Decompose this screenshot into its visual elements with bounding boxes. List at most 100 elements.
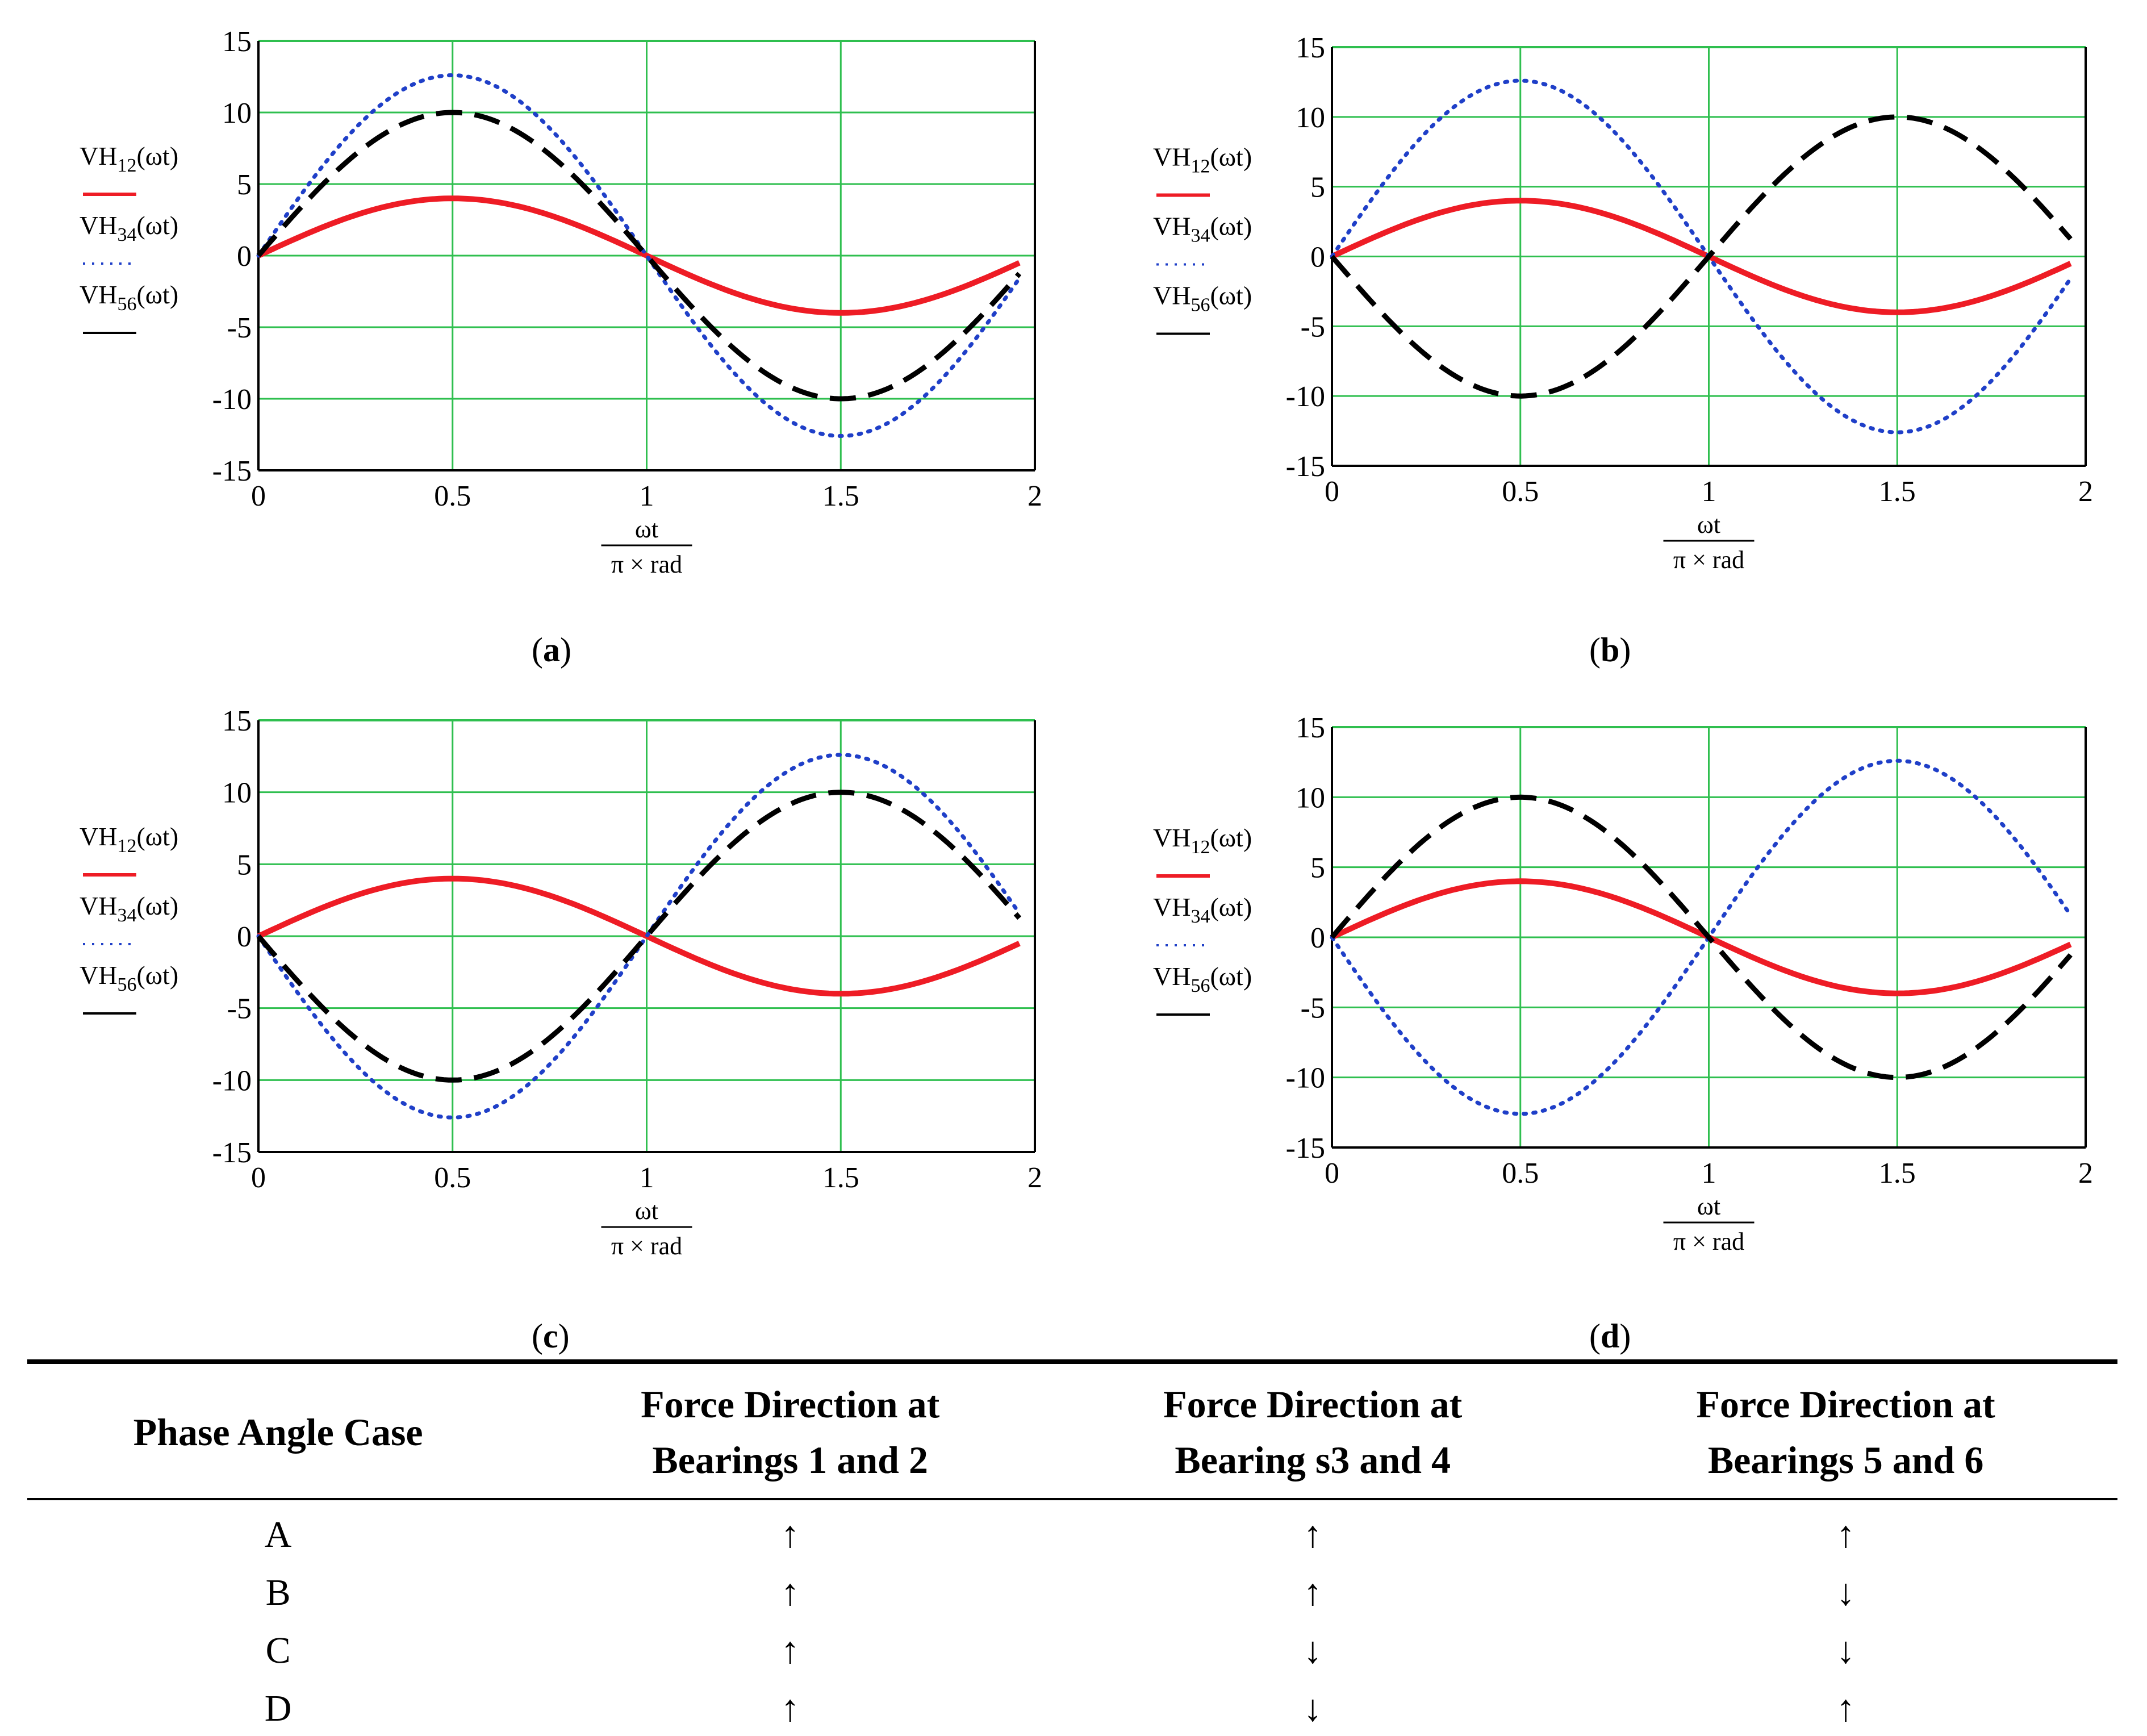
legend-label: VH56(ωt)	[1153, 281, 1252, 316]
direction-cell: ↓	[1303, 1630, 1322, 1671]
y-tick-label: -10	[212, 383, 252, 416]
series-line-vh12t	[1330, 878, 2072, 996]
case-cell: B	[265, 1572, 291, 1613]
x-tick-label: 2	[1027, 1162, 1042, 1194]
y-tick-label: 15	[222, 705, 252, 737]
x-tick-label: 1	[640, 480, 654, 512]
legend-name: VH	[1153, 962, 1191, 991]
legend-name: VH	[80, 211, 117, 240]
legend-subscript: 34	[117, 224, 136, 245]
x-tick-label: 1.5	[822, 480, 859, 512]
legend-arg: (ωt)	[1210, 143, 1252, 172]
y-tick-label: 10	[1296, 102, 1325, 134]
table-header-row: Phase Angle Case Force Direction at Beari…	[27, 1362, 2117, 1499]
legend-name: VH	[1153, 212, 1191, 241]
y-tick-label: 0	[1310, 241, 1325, 274]
legend-label: VH56(ωt)	[1153, 962, 1252, 996]
legend-subscript: 56	[117, 974, 136, 995]
caption-b: (b)	[1589, 631, 1631, 669]
y-tick-label: 0	[237, 240, 252, 273]
series-line-vh56t	[1330, 114, 2073, 399]
x-tick-label: 0.5	[1502, 475, 1539, 508]
legend-label: VH34(ωt)	[1153, 212, 1252, 247]
legend-label: VH34(ωt)	[80, 891, 178, 926]
legend-arg: (ωt)	[1210, 892, 1252, 921]
case-cell: A	[264, 1514, 292, 1555]
x-tick-label: 0	[251, 1162, 266, 1194]
legend-arg: (ωt)	[136, 891, 178, 920]
legend-arg: (ωt)	[1210, 962, 1252, 991]
x-tick-label: 0	[1325, 1157, 1339, 1190]
direction-cell: ↓	[1303, 1688, 1322, 1729]
y-tick-label: -5	[1301, 311, 1325, 343]
direction-cell: ↑	[1836, 1514, 1856, 1555]
x-tick-label: 0	[1325, 475, 1339, 508]
legend-arg: (ωt)	[136, 961, 178, 990]
direction-cell: ↑	[780, 1688, 800, 1729]
direction-cell: ↓	[1836, 1630, 1856, 1671]
legend-arg: (ωt)	[1210, 281, 1252, 310]
legend-name: VH	[1153, 281, 1191, 310]
x-tick-label: 1.5	[1879, 475, 1916, 508]
legend-label: VH12(ωt)	[80, 822, 178, 857]
legend-label: VH12(ωt)	[80, 141, 178, 176]
legend-name: VH	[80, 141, 117, 170]
legend-name: VH	[1153, 143, 1191, 172]
y-tick-label: 5	[1310, 852, 1325, 884]
x-tick-label: 0.5	[1502, 1157, 1539, 1190]
direction-cell: ↑	[780, 1572, 800, 1613]
table-row: C ↑ ↓ ↓	[27, 1622, 2117, 1680]
legend-arg: (ωt)	[1210, 823, 1252, 852]
direction-cell: ↑	[1836, 1688, 1856, 1729]
direction-cell: ↑	[1303, 1572, 1322, 1613]
legend-label: VH56(ωt)	[80, 961, 178, 995]
legend-label: VH34(ωt)	[1153, 892, 1252, 927]
y-tick-label: -5	[1301, 992, 1325, 1024]
direction-cell: ↑	[780, 1514, 800, 1555]
header-phase-angle-case: Phase Angle Case	[133, 1410, 423, 1454]
legend-label: VH12(ωt)	[1153, 143, 1252, 177]
legend-name: VH	[80, 961, 117, 990]
y-tick-label: -15	[212, 455, 252, 487]
case-cell: C	[265, 1630, 291, 1671]
legend-name: VH	[80, 280, 117, 309]
legend-arg: (ωt)	[1210, 212, 1252, 241]
y-tick-label: 10	[1296, 782, 1325, 814]
y-tick-label: 5	[237, 849, 252, 881]
table-row: B ↑ ↑ ↓	[27, 1564, 2117, 1622]
y-tick-label: 5	[1310, 172, 1325, 204]
y-tick-label: 15	[222, 26, 252, 58]
case-cell: D	[264, 1688, 292, 1729]
table-row: A ↑ ↑ ↑	[27, 1499, 2117, 1564]
legend-subscript: 12	[1191, 156, 1210, 177]
legend-subscript: 34	[1191, 226, 1210, 247]
y-tick-label: 0	[1310, 922, 1325, 954]
legend-name: VH	[1153, 823, 1191, 852]
x-tick-label: 2	[1027, 480, 1042, 512]
legend-name: VH	[80, 891, 117, 920]
legend-arg: (ωt)	[136, 211, 178, 240]
series-line-vh56t	[256, 790, 1022, 1083]
legend-name: VH	[80, 822, 117, 851]
x-tick-label: 0	[251, 480, 266, 512]
y-tick-label: -15	[1286, 450, 1325, 483]
legend-label: VH34(ωt)	[80, 211, 178, 245]
caption-a: (a)	[532, 631, 571, 669]
y-tick-label: -10	[212, 1065, 252, 1097]
y-tick-label: -15	[1286, 1132, 1325, 1165]
x-tick-label: 0.5	[434, 480, 471, 512]
x-tick-label: 0.5	[434, 1162, 471, 1194]
y-tick-label: 5	[237, 169, 252, 201]
direction-cell: ↑	[1303, 1514, 1322, 1555]
x-tick-label: 1	[640, 1162, 654, 1194]
y-tick-label: -15	[212, 1137, 252, 1169]
series-line-vh12t	[1330, 198, 2072, 315]
legend-subscript: 56	[1191, 295, 1210, 316]
y-tick-label: -5	[227, 312, 252, 344]
x-tick-label: 2	[2078, 475, 2093, 508]
legend-arg: (ωt)	[136, 141, 178, 170]
series-line-vh34t	[256, 753, 1022, 1120]
